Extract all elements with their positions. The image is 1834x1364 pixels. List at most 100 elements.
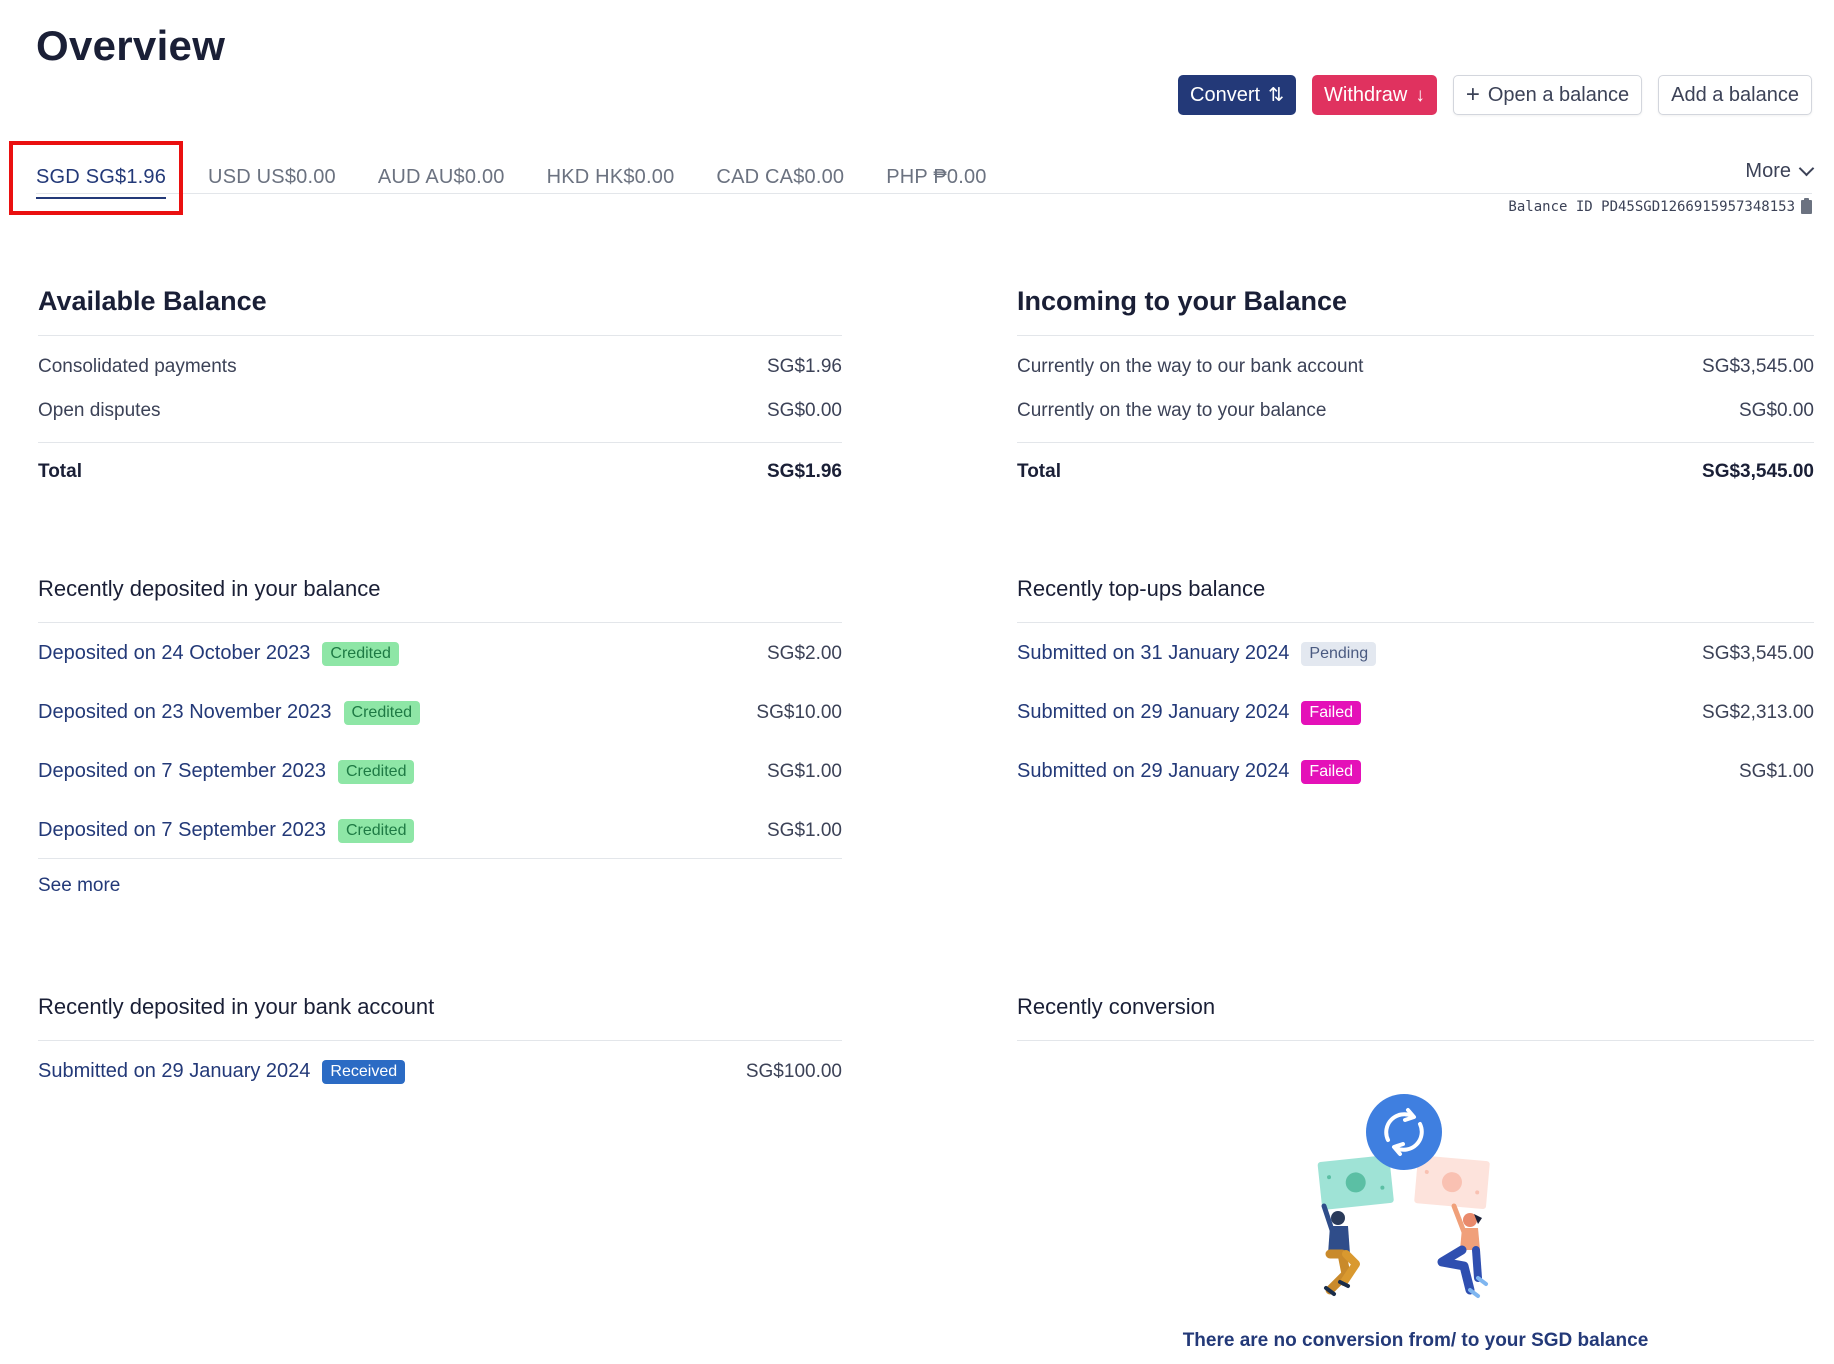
row-label: Currently on the way to your balance (1017, 400, 1327, 421)
status-badge: Received (322, 1059, 406, 1084)
withdraw-button[interactable]: Withdraw ↓ (1312, 75, 1437, 115)
divider (1017, 622, 1814, 623)
list-item: Deposited on 23 November 2023 Credited S… (38, 683, 842, 742)
divider (38, 622, 842, 623)
total-amount: SG$3,545.00 (1702, 461, 1814, 482)
available-balance-title: Available Balance (38, 286, 267, 316)
list-item: Submitted on 29 January 2024 Received SG… (38, 1042, 842, 1101)
topup-link[interactable]: Submitted on 31 January 2024 (1017, 642, 1290, 664)
bank-deposits-title: Recently deposited in your bank account (38, 994, 435, 1019)
header-actions: Convert ⇅ Withdraw ↓ + Open a balance Ad… (1178, 75, 1812, 115)
tabs-divider (36, 193, 1812, 194)
active-tab-highlight (9, 141, 183, 215)
status-badge: Credited (343, 700, 421, 725)
balance-id-text: Balance ID PD45SGD1266915957348153 (1508, 199, 1795, 215)
total-amount: SG$1.96 (767, 461, 842, 482)
deposit-link[interactable]: Deposited on 7 September 2023 (38, 760, 326, 782)
conversion-section: Recently conversion (1017, 994, 1814, 1041)
divider (1017, 1040, 1814, 1041)
list-item: Deposited on 24 October 2023 Credited SG… (38, 624, 842, 683)
topup-link[interactable]: Submitted on 29 January 2024 (1017, 760, 1290, 782)
status-badge: Credited (337, 759, 415, 784)
conversion-empty-text: There are no conversion from/ to your SG… (1182, 1330, 1649, 1351)
balance-id: Balance ID PD45SGD1266915957348153 (1508, 198, 1812, 215)
more-dropdown[interactable]: More (1745, 160, 1815, 183)
row-amount: SG$0.00 (767, 400, 842, 421)
clipboard-icon[interactable] (1801, 198, 1812, 214)
total-label: Total (1017, 461, 1061, 482)
bank-deposits-section: Recently deposited in your bank account … (38, 994, 842, 1101)
list-item: Deposited on 7 September 2023 Credited S… (38, 742, 842, 801)
recent-topups-title: Recently top-ups balance (1017, 576, 1266, 601)
row-label: Currently on the way to our bank account (1017, 356, 1364, 377)
open-balance-label: Open a balance (1487, 83, 1630, 106)
currency-tabs: SGD SG$1.96 USD US$0.00 AUD AU$0.00 HKD … (36, 160, 1029, 199)
more-label: More (1745, 160, 1791, 182)
available-balance-section: Available Balance Consolidated payments … (38, 286, 842, 485)
topup-amount: SG$2,313.00 (1702, 701, 1814, 723)
available-total-row: Total SG$1.96 (38, 459, 842, 485)
status-badge: Failed (1301, 759, 1361, 784)
incoming-balance-section: Incoming to your Balance Currently on th… (1017, 286, 1814, 485)
divider (38, 858, 842, 859)
deposit-link[interactable]: Deposited on 7 September 2023 (38, 819, 326, 841)
list-item: Submitted on 29 January 2024 Failed SG$2… (1017, 683, 1814, 742)
tab-aud[interactable]: AUD AU$0.00 (377, 166, 505, 188)
row-amount: SG$3,545.00 (1702, 356, 1814, 377)
tab-cad[interactable]: CAD CA$0.00 (716, 166, 845, 188)
divider (1017, 442, 1814, 443)
available-row: Open disputes SG$0.00 (38, 398, 842, 424)
recent-deposits-title: Recently deposited in your balance (38, 576, 381, 601)
chevron-down-icon (1798, 160, 1815, 177)
bank-deposit-link[interactable]: Submitted on 29 January 2024 (38, 1060, 311, 1082)
list-item: Submitted on 29 January 2024 Failed SG$1… (1017, 742, 1814, 801)
plus-icon: + (1465, 81, 1480, 108)
incoming-row: Currently on the way to your balance SG$… (1017, 398, 1814, 424)
list-item: Submitted on 31 January 2024 Pending SG$… (1017, 624, 1814, 683)
total-label: Total (38, 461, 82, 482)
deposit-amount: SG$2.00 (767, 642, 842, 664)
divider (38, 335, 842, 336)
tab-hkd[interactable]: HKD HK$0.00 (546, 166, 675, 188)
deposit-link[interactable]: Deposited on 24 October 2023 (38, 642, 311, 664)
add-balance-label: Add a balance (1671, 83, 1799, 106)
topup-amount: SG$1.00 (1739, 760, 1814, 782)
open-balance-button[interactable]: + Open a balance (1452, 75, 1643, 115)
add-balance-button[interactable]: Add a balance (1658, 75, 1812, 115)
convert-label: Convert (1190, 83, 1261, 106)
row-label: Open disputes (38, 400, 161, 421)
incoming-row: Currently on the way to our bank account… (1017, 354, 1814, 380)
recent-topups-section: Recently top-ups balance Submitted on 31… (1017, 576, 1814, 801)
divider (38, 1040, 842, 1041)
swap-arrows-icon: ⇅ (1268, 84, 1284, 106)
row-label: Consolidated payments (38, 356, 237, 377)
deposit-amount: SG$1.00 (767, 760, 842, 782)
list-item: Deposited on 7 September 2023 Credited S… (38, 801, 842, 860)
tab-usd[interactable]: USD US$0.00 (208, 166, 336, 188)
deposit-amount: SG$1.00 (767, 819, 842, 841)
topup-link[interactable]: Submitted on 29 January 2024 (1017, 701, 1290, 723)
tab-php[interactable]: PHP ₱0.00 (886, 166, 987, 188)
incoming-balance-title: Incoming to your Balance (1017, 286, 1348, 316)
status-badge: Failed (1301, 700, 1361, 725)
status-badge: Credited (337, 818, 415, 843)
arrow-down-icon: ↓ (1415, 84, 1425, 106)
row-amount: SG$1.96 (767, 356, 842, 377)
see-more-link[interactable]: See more (38, 875, 121, 896)
conversion-empty-illustration (1317, 1094, 1490, 1298)
topup-amount: SG$3,545.00 (1702, 642, 1814, 664)
deposit-link[interactable]: Deposited on 23 November 2023 (38, 701, 332, 723)
available-row: Consolidated payments SG$1.96 (38, 354, 842, 380)
convert-button[interactable]: Convert ⇅ (1178, 75, 1296, 115)
divider (38, 442, 842, 443)
status-badge: Credited (322, 641, 399, 666)
withdraw-label: Withdraw (1324, 83, 1408, 106)
recent-deposits-section: Recently deposited in your balance Depos… (38, 576, 842, 897)
conversion-title: Recently conversion (1017, 994, 1216, 1019)
bank-deposit-amount: SG$100.00 (745, 1060, 842, 1082)
status-badge: Pending (1301, 641, 1377, 666)
incoming-total-row: Total SG$3,545.00 (1017, 459, 1814, 485)
page-title: Overview (36, 22, 226, 69)
deposit-amount: SG$10.00 (756, 701, 842, 723)
tab-sgd[interactable]: SGD SG$1.96 (36, 160, 167, 199)
